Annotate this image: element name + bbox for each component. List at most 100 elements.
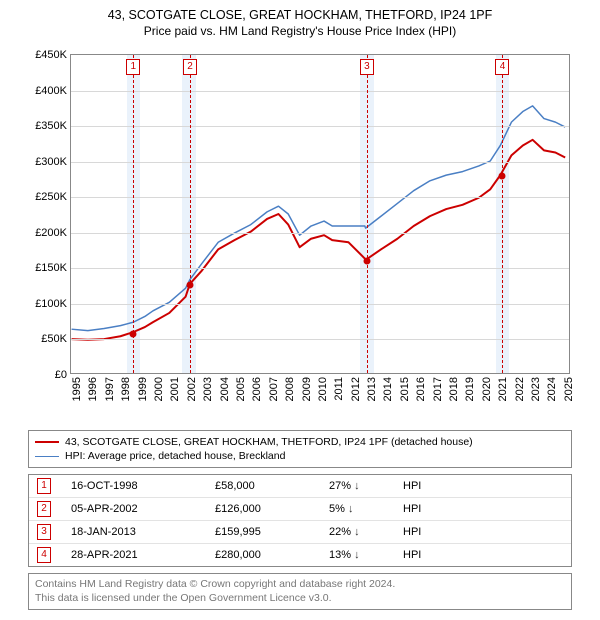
y-axis-label: £250K [35,191,67,203]
sale-point [130,330,137,337]
y-axis-label: £50K [41,333,67,345]
x-axis-label: 2017 [432,377,444,401]
title-block: 43, SCOTGATE CLOSE, GREAT HOCKHAM, THETF… [10,8,590,38]
sale-date: 16-OCT-1998 [71,480,211,492]
gridline [71,91,569,92]
sale-date: 05-APR-2002 [71,503,211,515]
arrow-down-icon: ↓ [354,480,360,492]
sale-vs: HPI [403,480,433,492]
gridline [71,197,569,198]
x-axis-label: 2014 [382,377,394,401]
footer-line: Contains HM Land Registry data © Crown c… [35,578,565,592]
legend-item: HPI: Average price, detached house, Brec… [35,449,565,463]
x-axis-label: 2007 [268,377,280,401]
gridline [71,162,569,163]
sale-pct: 13% ↓ [329,549,399,561]
sale-index-box: 1 [37,478,51,494]
sale-index-box: 2 [37,501,51,517]
sale-date: 28-APR-2021 [71,549,211,561]
chart-area: £0£50K£100K£150K£200K£250K£300K£350K£400… [20,44,580,424]
x-axis-label: 2012 [350,377,362,401]
x-axis-label: 2016 [415,377,427,401]
event-line [190,55,191,373]
chart-title: 43, SCOTGATE CLOSE, GREAT HOCKHAM, THETF… [10,8,590,22]
y-axis-label: £150K [35,262,67,274]
x-axis-label: 2021 [497,377,509,401]
plot-area: £0£50K£100K£150K£200K£250K£300K£350K£400… [70,54,570,374]
y-axis-label: £450K [35,49,67,61]
legend-item: 43, SCOTGATE CLOSE, GREAT HOCKHAM, THETF… [35,435,565,449]
x-axis-label: 2022 [514,377,526,401]
chart-lines [71,55,569,373]
x-axis-label: 2010 [317,377,329,401]
event-marker: 3 [360,59,374,75]
x-axis-label: 2013 [366,377,378,401]
sale-price: £280,000 [215,549,325,561]
legend-swatch [35,441,59,443]
sale-price: £58,000 [215,480,325,492]
x-axis-label: 2001 [169,377,181,401]
x-axis-label: 2011 [333,377,345,401]
event-line [502,55,503,373]
x-axis-label: 2002 [186,377,198,401]
table-row: 4 28-APR-2021 £280,000 13% ↓ HPI [29,543,571,566]
table-row: 318-JAN-2013£159,99522% ↓HPI [29,520,571,543]
sale-point [499,172,506,179]
sale-index-box: 3 [37,524,51,540]
x-axis-label: 2023 [530,377,542,401]
sale-price: £159,995 [215,526,325,538]
data-series [72,106,566,331]
sale-pct: 22% ↓ [329,526,399,538]
table-row: 205-APR-2002£126,0005% ↓HPI [29,497,571,520]
x-axis-label: 2024 [546,377,558,401]
x-axis-label: 2018 [448,377,460,401]
sale-pct: 5% ↓ [329,503,399,515]
legend-swatch [35,456,59,457]
footer-line: This data is licensed under the Open Gov… [35,592,565,606]
gridline [71,233,569,234]
sales-table: 116-OCT-1998£58,00027% ↓HPI205-APR-2002£… [28,474,572,567]
x-axis-label: 1996 [87,377,99,401]
y-axis-label: £200K [35,227,67,239]
x-axis-label: 1995 [71,377,83,401]
x-axis-label: 1997 [104,377,116,401]
arrow-down-icon: ↓ [348,503,354,515]
x-axis-label: 1999 [137,377,149,401]
y-axis-label: £400K [35,85,67,97]
legend-label: HPI: Average price, detached house, Brec… [65,450,285,462]
x-axis-label: 2006 [251,377,263,401]
x-axis-label: 2019 [464,377,476,401]
legend-label: 43, SCOTGATE CLOSE, GREAT HOCKHAM, THETF… [65,436,473,448]
event-marker: 4 [495,59,509,75]
gridline [71,126,569,127]
x-axis-label: 2015 [399,377,411,401]
legend: 43, SCOTGATE CLOSE, GREAT HOCKHAM, THETF… [28,430,572,468]
event-marker: 1 [126,59,140,75]
x-axis-label: 2020 [481,377,493,401]
x-axis-label: 2025 [563,377,575,401]
x-axis-label: 2009 [301,377,313,401]
gridline [71,304,569,305]
event-line [133,55,134,373]
x-axis-label: 1998 [120,377,132,401]
gridline [71,268,569,269]
chart-subtitle: Price paid vs. HM Land Registry's House … [10,24,590,38]
sale-index-box: 4 [37,547,51,563]
data-series [72,140,566,340]
y-axis-label: £100K [35,298,67,310]
y-axis-label: £300K [35,156,67,168]
sale-vs: HPI [403,549,433,561]
event-line [367,55,368,373]
x-axis-label: 2008 [284,377,296,401]
x-axis-label: 2003 [202,377,214,401]
gridline [71,339,569,340]
sale-point [363,258,370,265]
x-axis-label: 2005 [235,377,247,401]
sale-vs: HPI [403,503,433,515]
y-axis-label: £0 [55,369,67,381]
sale-date: 18-JAN-2013 [71,526,211,538]
footer-attribution: Contains HM Land Registry data © Crown c… [28,573,572,610]
event-marker: 2 [183,59,197,75]
sale-point [187,282,194,289]
arrow-down-icon: ↓ [354,526,360,538]
